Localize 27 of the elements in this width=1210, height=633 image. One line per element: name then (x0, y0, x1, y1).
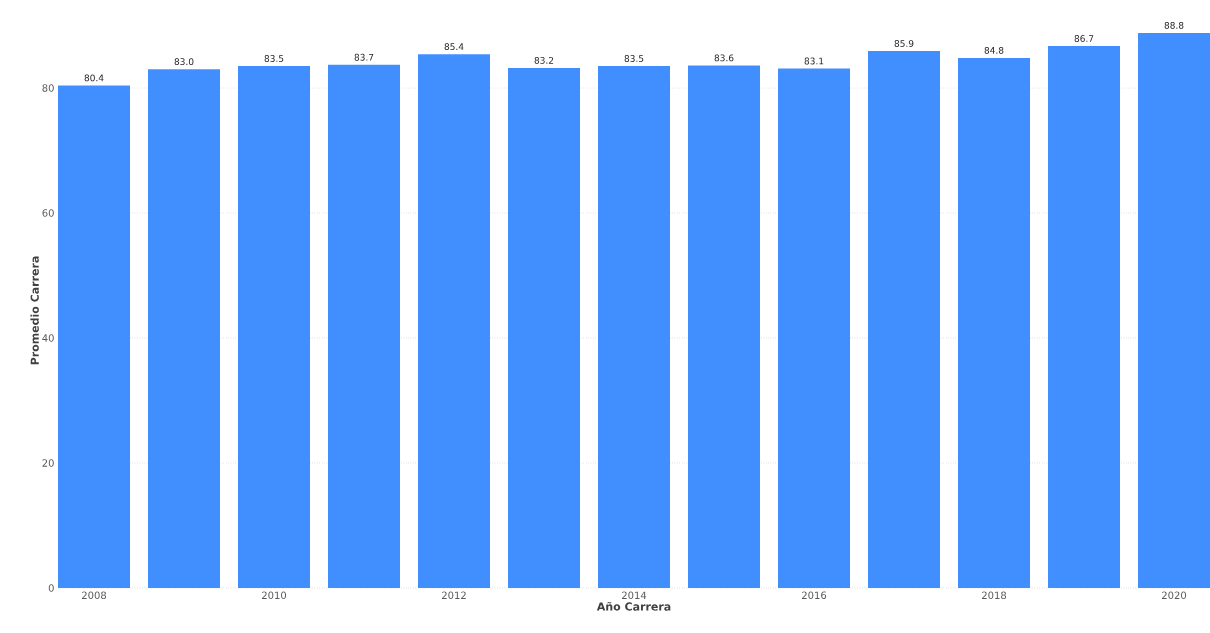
data-label: 83.5 (264, 55, 284, 62)
data-label: 83.1 (804, 57, 824, 65)
y-tick-label: 60 (42, 209, 54, 217)
y-tick-label: 40 (42, 334, 54, 342)
data-label: 88.8 (1164, 21, 1184, 29)
x-tick-label: 2010 (262, 591, 287, 600)
data-label: 83.5 (624, 55, 644, 62)
x-tick-label: 2020 (1162, 591, 1187, 600)
x-tick-label: 2014 (622, 591, 647, 600)
x-tick-label: 2018 (982, 591, 1007, 600)
y-tick-label: 0 (48, 584, 54, 592)
data-label: 85.9 (894, 40, 914, 47)
x-axis-title: Año Carrera (596, 601, 671, 611)
data-label: 80.4 (84, 74, 104, 82)
x-tick-label: 2016 (802, 591, 827, 600)
data-label: 83.7 (354, 53, 374, 61)
data-label: 85.4 (444, 43, 464, 51)
data-label: 83.0 (174, 58, 194, 66)
data-label: 83.2 (534, 56, 554, 64)
y-tick-label: 20 (42, 459, 54, 467)
x-tick-label: 2008 (82, 591, 107, 600)
data-label: 83.6 (714, 54, 734, 62)
y-axis-title: Promedio Carrera (30, 256, 39, 365)
y-tick-label: 80 (42, 84, 54, 92)
data-label: 86.7 (1074, 35, 1094, 42)
data-label: 84.8 (984, 46, 1004, 54)
x-tick-label: 2012 (442, 591, 466, 600)
